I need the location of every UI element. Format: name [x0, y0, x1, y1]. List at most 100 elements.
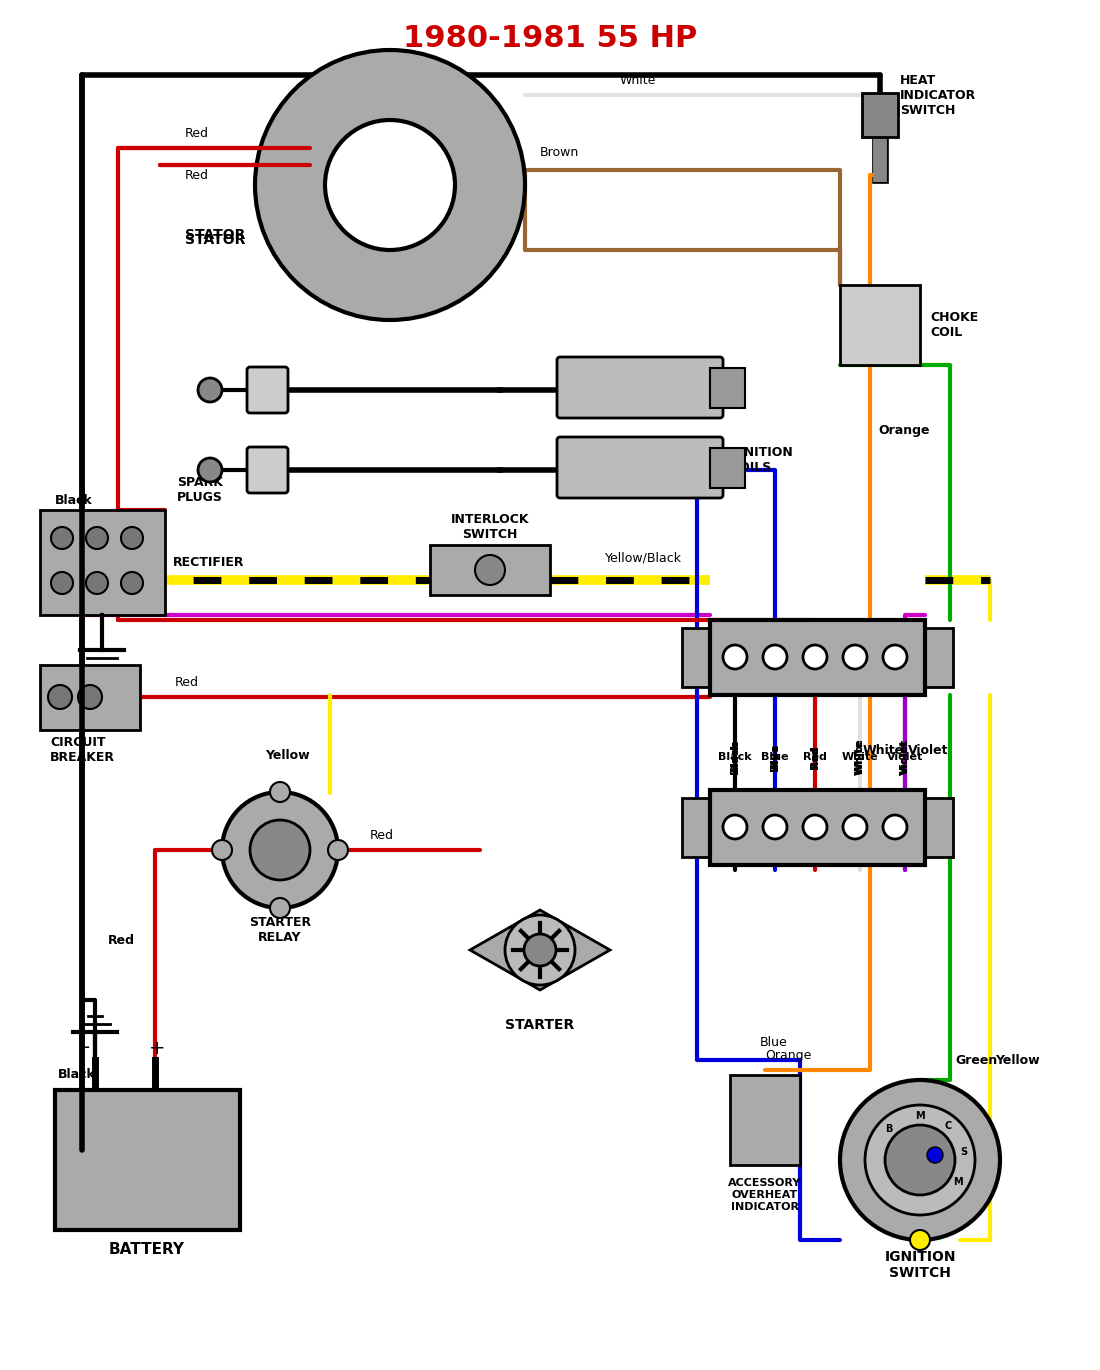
- Text: Black: Black: [718, 752, 751, 762]
- FancyBboxPatch shape: [557, 358, 723, 418]
- Text: Orange: Orange: [878, 423, 930, 437]
- Text: White: White: [855, 738, 865, 775]
- Text: STATOR: STATOR: [185, 227, 245, 242]
- Text: Yellow: Yellow: [265, 748, 310, 762]
- FancyBboxPatch shape: [925, 797, 953, 858]
- Circle shape: [121, 573, 143, 595]
- Text: Violet: Violet: [887, 752, 923, 762]
- Text: Black: Black: [730, 740, 740, 774]
- Circle shape: [883, 645, 908, 669]
- FancyBboxPatch shape: [925, 627, 953, 686]
- Text: Brown: Brown: [540, 145, 580, 159]
- Circle shape: [763, 645, 786, 669]
- Circle shape: [198, 378, 222, 401]
- Circle shape: [51, 573, 73, 595]
- Text: Red: Red: [175, 675, 199, 689]
- Text: Red: Red: [810, 745, 820, 769]
- Text: IGNITION
SWITCH: IGNITION SWITCH: [884, 1249, 956, 1280]
- Text: Red: Red: [185, 169, 209, 181]
- FancyBboxPatch shape: [862, 93, 898, 137]
- Circle shape: [51, 527, 73, 549]
- Circle shape: [328, 840, 348, 860]
- Circle shape: [803, 645, 827, 669]
- Text: SPARK
PLUGS: SPARK PLUGS: [177, 475, 223, 504]
- FancyBboxPatch shape: [248, 447, 288, 493]
- FancyBboxPatch shape: [40, 510, 165, 615]
- Text: Blue: Blue: [770, 745, 780, 769]
- Circle shape: [763, 815, 786, 838]
- Circle shape: [865, 1106, 975, 1215]
- Text: Red: Red: [810, 745, 820, 769]
- Circle shape: [212, 840, 232, 860]
- Text: INTERLOCK
SWITCH: INTERLOCK SWITCH: [451, 512, 529, 541]
- FancyBboxPatch shape: [710, 621, 925, 695]
- Circle shape: [883, 815, 908, 838]
- Circle shape: [198, 458, 222, 482]
- Text: White: White: [855, 741, 865, 773]
- Text: CIRCUIT
BREAKER: CIRCUIT BREAKER: [50, 736, 116, 764]
- Circle shape: [840, 1080, 1000, 1240]
- Circle shape: [324, 121, 455, 249]
- Circle shape: [270, 897, 290, 918]
- Text: White: White: [620, 74, 657, 86]
- Circle shape: [78, 685, 102, 710]
- Text: Blue: Blue: [770, 744, 780, 771]
- FancyBboxPatch shape: [710, 369, 745, 408]
- FancyBboxPatch shape: [840, 285, 920, 364]
- Text: Orange: Orange: [764, 1048, 812, 1062]
- Text: STATOR: STATOR: [185, 233, 245, 247]
- Circle shape: [723, 645, 747, 669]
- FancyBboxPatch shape: [248, 367, 288, 412]
- Text: White: White: [864, 744, 904, 756]
- FancyBboxPatch shape: [730, 1075, 800, 1164]
- FancyBboxPatch shape: [710, 790, 925, 864]
- Text: Black: Black: [730, 743, 740, 771]
- Text: M: M: [954, 1177, 962, 1186]
- FancyBboxPatch shape: [682, 627, 710, 686]
- Polygon shape: [470, 910, 610, 991]
- Circle shape: [121, 527, 143, 549]
- Text: Red: Red: [370, 829, 394, 841]
- Circle shape: [222, 792, 338, 908]
- Circle shape: [475, 555, 505, 585]
- Text: S: S: [960, 1147, 967, 1158]
- Circle shape: [927, 1147, 943, 1163]
- Circle shape: [270, 782, 290, 801]
- Circle shape: [843, 645, 867, 669]
- Circle shape: [250, 821, 310, 880]
- Circle shape: [843, 815, 867, 838]
- FancyBboxPatch shape: [40, 664, 140, 730]
- Text: BATTERY: BATTERY: [109, 1243, 185, 1258]
- Circle shape: [524, 934, 556, 966]
- Text: Yellow/Black: Yellow/Black: [605, 552, 682, 564]
- Text: White: White: [855, 738, 865, 775]
- Text: +: +: [148, 1038, 165, 1058]
- Circle shape: [505, 915, 575, 985]
- FancyBboxPatch shape: [557, 437, 723, 499]
- Text: Blue: Blue: [770, 744, 780, 771]
- FancyBboxPatch shape: [682, 797, 710, 858]
- Text: Red: Red: [810, 747, 820, 767]
- Text: Green: Green: [955, 1054, 998, 1066]
- Text: Red: Red: [108, 933, 135, 947]
- Text: B: B: [886, 1123, 892, 1134]
- Text: Violet: Violet: [900, 738, 910, 775]
- Text: Black: Black: [58, 1069, 96, 1081]
- Circle shape: [803, 815, 827, 838]
- Text: Violet: Violet: [908, 744, 948, 756]
- Circle shape: [886, 1125, 955, 1195]
- Text: Black: Black: [55, 493, 92, 507]
- Text: Red: Red: [185, 126, 209, 140]
- FancyBboxPatch shape: [430, 545, 550, 595]
- Text: White: White: [842, 752, 878, 762]
- Text: IGNITION
COILS: IGNITION COILS: [730, 447, 794, 474]
- Text: STARTER
RELAY: STARTER RELAY: [249, 917, 311, 944]
- Circle shape: [910, 1230, 930, 1249]
- Text: CHOKE
COIL: CHOKE COIL: [930, 311, 978, 338]
- Text: Blue: Blue: [760, 1036, 788, 1048]
- Text: ACCESSORY
OVERHEAT
INDICATOR: ACCESSORY OVERHEAT INDICATOR: [728, 1178, 802, 1211]
- Text: Yellow: Yellow: [996, 1054, 1040, 1066]
- Text: C: C: [945, 1121, 952, 1132]
- FancyBboxPatch shape: [55, 1091, 240, 1230]
- Text: Violet: Violet: [900, 741, 910, 773]
